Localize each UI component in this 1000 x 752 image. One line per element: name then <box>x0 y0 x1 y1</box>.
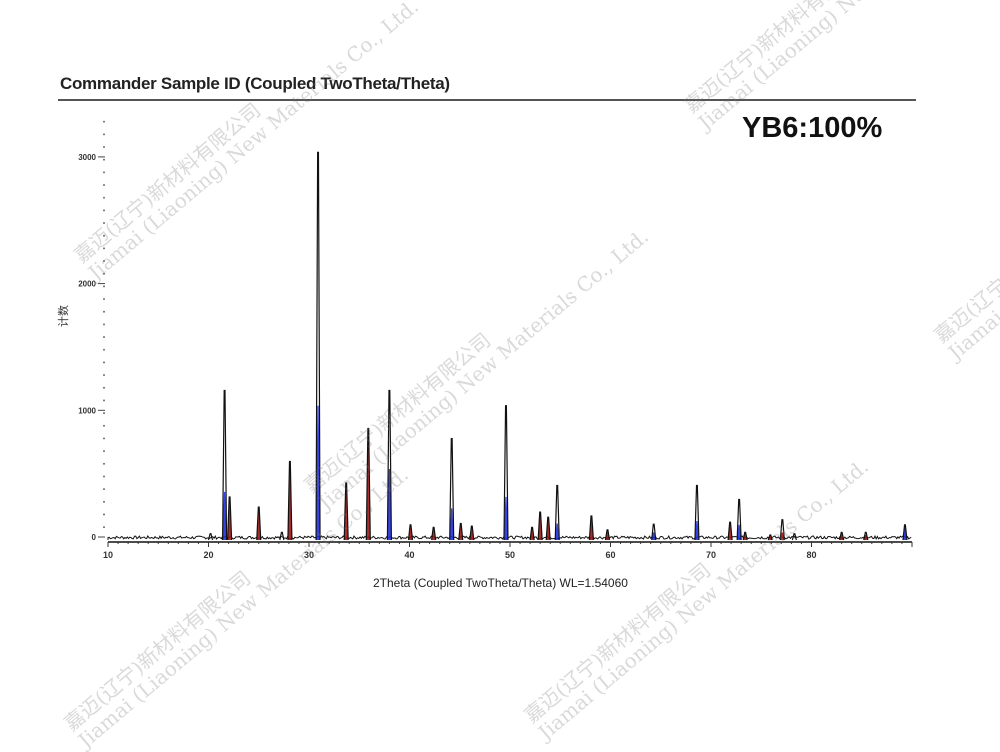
y-minor-tick <box>103 348 105 351</box>
reference-peak-blue <box>315 405 321 540</box>
observed-peak <box>736 498 742 541</box>
observed-peak <box>554 484 560 541</box>
y-minor-tick <box>103 412 105 414</box>
y-minor-tick <box>103 234 105 237</box>
y-minor-tick <box>103 196 105 199</box>
x-tick-label: 20 <box>203 550 213 560</box>
y-minor-tick <box>103 298 105 300</box>
observed-peak <box>767 534 773 541</box>
y-minor-tick <box>103 399 105 402</box>
y-minor-tick <box>103 462 105 465</box>
x-tick-label: 30 <box>304 550 314 560</box>
observed-peak <box>431 526 437 541</box>
y-minor-tick <box>103 272 105 275</box>
observed-baseline <box>107 534 912 540</box>
observed-peak <box>651 523 657 541</box>
y-tick-label: 3000 <box>78 153 96 162</box>
observed-peak <box>449 438 455 541</box>
y-minor-tick <box>103 475 105 478</box>
observed-peak <box>839 531 845 541</box>
y-minor-tick <box>103 222 105 224</box>
reference-peak-blue <box>555 523 560 540</box>
observed-peak <box>227 496 233 541</box>
y-minor-tick <box>103 323 105 326</box>
observed-peak <box>863 531 869 541</box>
x-tick-label: 50 <box>505 550 515 560</box>
y-minor-tick <box>103 450 105 452</box>
reference-peak-blue <box>736 524 742 540</box>
observed-peak <box>458 522 464 541</box>
y-minor-tick <box>103 171 105 174</box>
x-tick-label: 10 <box>103 550 113 560</box>
observed-peak <box>545 516 551 541</box>
chart-title: Commander Sample ID (Coupled TwoTheta/Th… <box>60 74 450 93</box>
reference-peak-blue <box>222 491 227 540</box>
y-minor-tick <box>103 336 105 338</box>
observed-peak <box>256 506 262 541</box>
y-minor-tick <box>103 526 105 528</box>
title-divider <box>58 99 916 101</box>
y-minor-tick <box>103 209 105 212</box>
observed-peak <box>221 389 228 541</box>
xrd-plot: 10 20 30 40 50 60 70 80 0 1000 2000 3000 <box>78 120 913 560</box>
y-minor-tick <box>103 513 105 516</box>
observed-peak <box>529 526 535 541</box>
y-minor-tick <box>103 247 105 250</box>
y-minor-tick <box>103 310 105 313</box>
observed-peak <box>343 482 349 541</box>
observed-peak <box>604 529 611 541</box>
observed-peak <box>727 521 733 541</box>
observed-peak <box>779 519 785 541</box>
observed-peak <box>279 531 285 541</box>
reference-peak-blue <box>651 532 656 540</box>
x-tick-label: 80 <box>806 550 816 560</box>
reference-peak-blue <box>387 469 392 540</box>
y-minor-tick <box>103 184 105 186</box>
y-tick-label: 0 <box>92 533 97 542</box>
reference-peak-blue <box>449 508 454 540</box>
observed-peak <box>287 460 293 541</box>
observed-peak <box>386 389 392 541</box>
observed-peak <box>537 511 543 541</box>
x-tick-label: 70 <box>706 550 716 560</box>
x-tick-label: 40 <box>404 550 414 560</box>
y-minor-tick <box>103 285 105 288</box>
reference-peak-blue <box>694 520 700 540</box>
reference-peak-red <box>780 532 785 540</box>
y-minor-tick <box>103 424 105 427</box>
x-axis-label: 2Theta (Coupled TwoTheta/Theta) WL=1.540… <box>373 576 628 590</box>
y-tick-label: 1000 <box>78 406 96 415</box>
y-minor-tick <box>103 260 105 262</box>
reference-peak-blue <box>503 496 509 540</box>
observed-peak <box>365 427 371 541</box>
observed-peak <box>742 531 748 541</box>
reference-peak-red <box>863 534 868 540</box>
observed-peak <box>207 533 214 541</box>
x-tick-label: 60 <box>605 550 615 560</box>
observed-peak <box>503 405 509 541</box>
observed-peak <box>791 533 797 541</box>
y-minor-tick <box>103 500 105 503</box>
y-tick-label: 2000 <box>78 280 96 289</box>
phase-annotation: YB6:100% <box>742 112 883 144</box>
y-minor-tick <box>103 361 105 364</box>
y-minor-tick <box>103 386 105 389</box>
y-minor-tick <box>103 133 105 136</box>
y-minor-tick <box>103 120 105 123</box>
y-minor-tick <box>103 437 105 440</box>
observed-peak <box>407 524 414 541</box>
y-minor-tick <box>103 488 105 490</box>
observed-peak <box>902 524 908 541</box>
observed-peak <box>588 515 595 541</box>
y-minor-tick <box>103 158 105 161</box>
observed-peak <box>694 484 700 541</box>
observed-peak <box>469 525 475 541</box>
y-minor-tick <box>103 146 105 148</box>
observed-peak <box>315 151 321 541</box>
y-minor-tick <box>103 374 105 376</box>
